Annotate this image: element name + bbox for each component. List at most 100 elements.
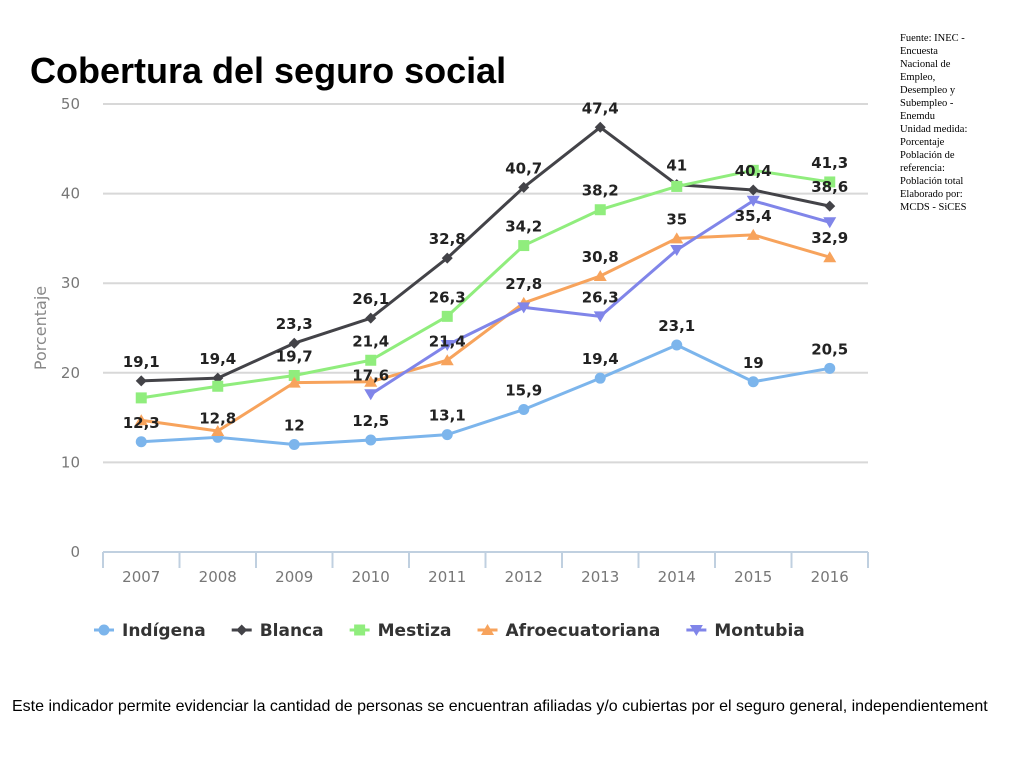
data-label: 35,4	[735, 207, 772, 225]
source-note-line: Enemdu	[900, 111, 935, 122]
data-label: 12,3	[123, 414, 160, 432]
line-chart: 0 10 20 30 40 50 2007 2008 2009 2010 2011 2012 2013 2…	[31, 95, 869, 641]
data-label: 21,4	[429, 332, 466, 350]
data-point	[441, 429, 453, 441]
source-note-line: Empleo,	[900, 72, 936, 83]
legend-symbol	[236, 624, 248, 636]
data-label: 19,7	[276, 347, 313, 365]
data-point	[670, 232, 684, 244]
data-label: 38,2	[582, 182, 619, 200]
y-tick-label: 30	[61, 274, 80, 292]
data-point	[824, 176, 836, 188]
x-tick-label: 2009	[275, 568, 313, 586]
legend-item-montubia[interactable]: Montubia	[686, 621, 805, 641]
series-indígena	[135, 339, 836, 450]
source-note-line: Nacional de	[900, 59, 951, 70]
source-note-line: Población de	[900, 150, 955, 161]
data-label: 47,4	[582, 99, 619, 117]
data-point	[594, 121, 606, 133]
y-tick-label: 10	[61, 453, 80, 471]
data-point	[823, 217, 837, 229]
legend-symbol	[98, 624, 110, 636]
data-point	[593, 311, 607, 323]
series-layer	[134, 121, 837, 450]
data-label: 19	[743, 354, 764, 372]
legend-label: Indígena	[122, 621, 206, 641]
source-note-line: Encuesta	[900, 46, 938, 57]
data-label: 40,7	[505, 159, 542, 177]
footer-description: Este indicador permite evidenciar la can…	[12, 698, 988, 715]
data-point	[517, 302, 531, 314]
source-note-line: Población total	[900, 176, 964, 187]
data-point	[365, 354, 377, 366]
slide-title: Cobertura del seguro social	[30, 50, 507, 91]
legend-item-blanca[interactable]: Blanca	[231, 621, 324, 641]
y-axis-label: Porcentaje	[31, 286, 50, 370]
data-point	[670, 245, 684, 257]
data-point	[747, 184, 759, 196]
legend-symbol	[689, 625, 703, 636]
legend-label: Blanca	[260, 621, 324, 641]
data-point	[594, 372, 606, 384]
series-line	[141, 168, 830, 400]
x-tick-label: 2012	[505, 568, 543, 586]
x-tick-label: 2007	[122, 568, 160, 586]
y-tick-label: 40	[61, 185, 80, 203]
data-label: 26,3	[582, 288, 619, 306]
x-tick-label: 2013	[581, 568, 619, 586]
legend-item-mestiza[interactable]: Mestiza	[349, 621, 452, 641]
data-label: 32,8	[429, 230, 466, 248]
data-point	[518, 240, 530, 252]
data-point	[824, 362, 836, 374]
axis-layer: 0 10 20 30 40 50 2007 2008 2009 2010 2011 2012 2013 2…	[31, 95, 869, 586]
data-point	[365, 434, 377, 446]
data-label: 13,1	[429, 407, 466, 425]
data-point	[288, 438, 300, 450]
legend-symbol	[354, 624, 366, 636]
x-tick-label: 2008	[199, 568, 237, 586]
data-point	[440, 354, 454, 366]
data-point	[671, 180, 683, 192]
data-point	[518, 404, 530, 416]
source-note-line: Fuente: INEC -	[900, 33, 965, 44]
data-label: 30,8	[582, 248, 619, 266]
source-note-line: Elaborado por:	[900, 189, 963, 200]
series-afroecuatoriana	[134, 228, 837, 437]
data-point	[135, 375, 147, 387]
data-point	[288, 337, 300, 349]
x-tick-label: 2016	[811, 568, 849, 586]
legend-item-indígena[interactable]: Indígena	[94, 621, 206, 641]
data-label: 12,5	[352, 412, 389, 430]
source-note-line: referencia:	[900, 163, 945, 174]
y-tick-label: 0	[70, 543, 80, 561]
data-point	[747, 376, 759, 388]
data-label: 12,8	[199, 409, 236, 427]
y-tick-label: 50	[61, 95, 80, 113]
data-label: 35	[666, 210, 687, 228]
data-point	[440, 340, 454, 352]
data-point	[671, 339, 683, 351]
y-tick-label: 20	[61, 364, 80, 382]
data-label: 15,9	[505, 382, 542, 400]
x-tick-label: 2010	[352, 568, 390, 586]
data-point	[364, 375, 378, 387]
source-note-line: Subempleo -	[900, 98, 954, 109]
data-label: 21,4	[352, 332, 389, 350]
data-point	[287, 376, 301, 388]
data-label: 26,3	[429, 288, 466, 306]
x-tick-label: 2014	[658, 568, 696, 586]
series-line	[141, 125, 831, 383]
data-point	[746, 228, 760, 240]
data-point	[824, 200, 836, 212]
data-point	[441, 252, 453, 264]
data-label: 23,1	[658, 317, 695, 335]
data-point	[364, 389, 378, 401]
legend-label: Mestiza	[378, 621, 452, 641]
data-point	[211, 425, 225, 437]
data-label: 40,4	[735, 162, 772, 180]
series-line	[141, 233, 831, 433]
data-label: 17,6	[352, 366, 389, 384]
data-label: 34,2	[505, 218, 542, 236]
data-label: 27,8	[505, 275, 542, 293]
legend-item-afroecuatoriana[interactable]: Afroecuatoriana	[477, 621, 661, 641]
